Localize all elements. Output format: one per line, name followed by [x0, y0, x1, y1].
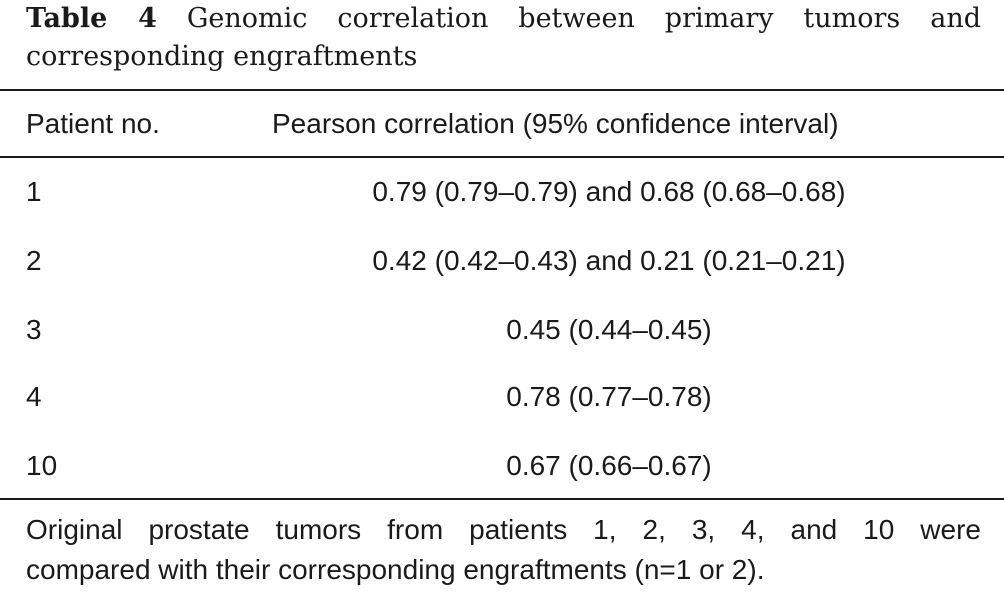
- column-header-patient: Patient no.: [26, 108, 160, 139]
- caption-line-1: Table 4 Genomic correlation between prim…: [26, 0, 981, 38]
- patient-number-cell: 2: [26, 245, 42, 276]
- correlation-cell: 0.42 (0.42–0.43) and 0.21 (0.21–0.21): [372, 245, 846, 276]
- table-top-rule: [0, 89, 1004, 91]
- patient-number-cell: 3: [26, 314, 42, 345]
- patient-number-cell: 10: [26, 450, 58, 481]
- table-bottom-rule: [0, 498, 1004, 500]
- table-footnote: Original prostate tumors from patients 1…: [26, 510, 981, 590]
- correlation-cell: 0.79 (0.79–0.79) and 0.68 (0.68–0.68): [372, 176, 846, 207]
- table-label: Table 4: [26, 3, 157, 34]
- table-row: 3 0.45 (0.44–0.45): [0, 312, 1004, 348]
- caption-text-line-2: corresponding engraftments: [26, 41, 418, 72]
- table-row: 4 0.78 (0.77–0.78): [0, 379, 1004, 415]
- footnote-line-2: compared with their corresponding engraf…: [26, 554, 765, 585]
- footnote-line-1: Original prostate tumors from patients 1…: [26, 514, 981, 545]
- table-row: 10 0.67 (0.66–0.67): [0, 448, 1004, 484]
- table-header-rule: [0, 156, 1004, 158]
- patient-number-cell: 4: [26, 381, 42, 412]
- correlation-cell: 0.45 (0.44–0.45): [506, 314, 712, 345]
- caption-text-line-1: Genomic correlation between primary tumo…: [186, 3, 981, 34]
- table-row: 1 0.79 (0.79–0.79) and 0.68 (0.68–0.68): [0, 174, 1004, 210]
- table-row: 2 0.42 (0.42–0.43) and 0.21 (0.21–0.21): [0, 243, 1004, 279]
- patient-number-cell: 1: [26, 176, 42, 207]
- column-header-pearson: Pearson correlation (95% confidence inte…: [272, 108, 839, 139]
- correlation-cell: 0.78 (0.77–0.78): [506, 381, 712, 412]
- correlation-cell: 0.67 (0.66–0.67): [506, 450, 712, 481]
- table-caption: Table 4 Genomic correlation between prim…: [26, 0, 981, 76]
